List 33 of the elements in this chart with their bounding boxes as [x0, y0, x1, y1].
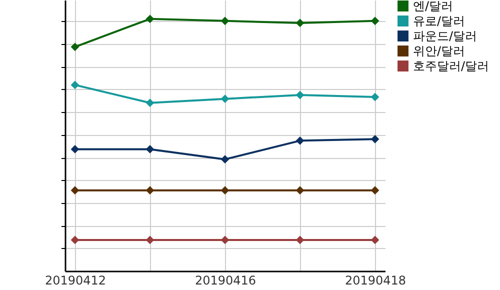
- point: [146, 145, 154, 154]
- point: [146, 236, 154, 244]
- point: [296, 90, 304, 100]
- x-tick-label: 20190416: [194, 274, 256, 288]
- point: [370, 134, 380, 144]
- legend-label: 파운드/달러: [413, 29, 478, 43]
- point: [370, 16, 380, 26]
- point: [296, 18, 304, 28]
- legend-label: 위안/달러: [413, 44, 466, 58]
- point: [296, 236, 304, 244]
- point: [296, 186, 304, 195]
- point: [146, 186, 154, 195]
- legend-label: 호주달러/달러: [413, 59, 490, 73]
- point: [70, 236, 80, 244]
- x-tick-label: 20190412: [44, 274, 106, 288]
- point: [70, 186, 80, 195]
- point: [220, 236, 230, 244]
- point: [370, 186, 380, 195]
- point: [220, 186, 230, 195]
- point: [220, 16, 230, 26]
- legend-label: 엔/달러: [413, 0, 454, 13]
- point: [70, 42, 80, 52]
- x-tick-label: 20190418: [344, 274, 406, 288]
- point: [220, 155, 230, 164]
- point: [220, 94, 230, 104]
- point: [370, 92, 380, 102]
- point: [70, 145, 80, 154]
- point: [296, 136, 304, 145]
- legend-label: 유로/달러: [413, 14, 466, 28]
- point: [146, 14, 154, 24]
- point: [146, 98, 154, 108]
- point: [70, 80, 80, 90]
- point: [370, 236, 380, 244]
